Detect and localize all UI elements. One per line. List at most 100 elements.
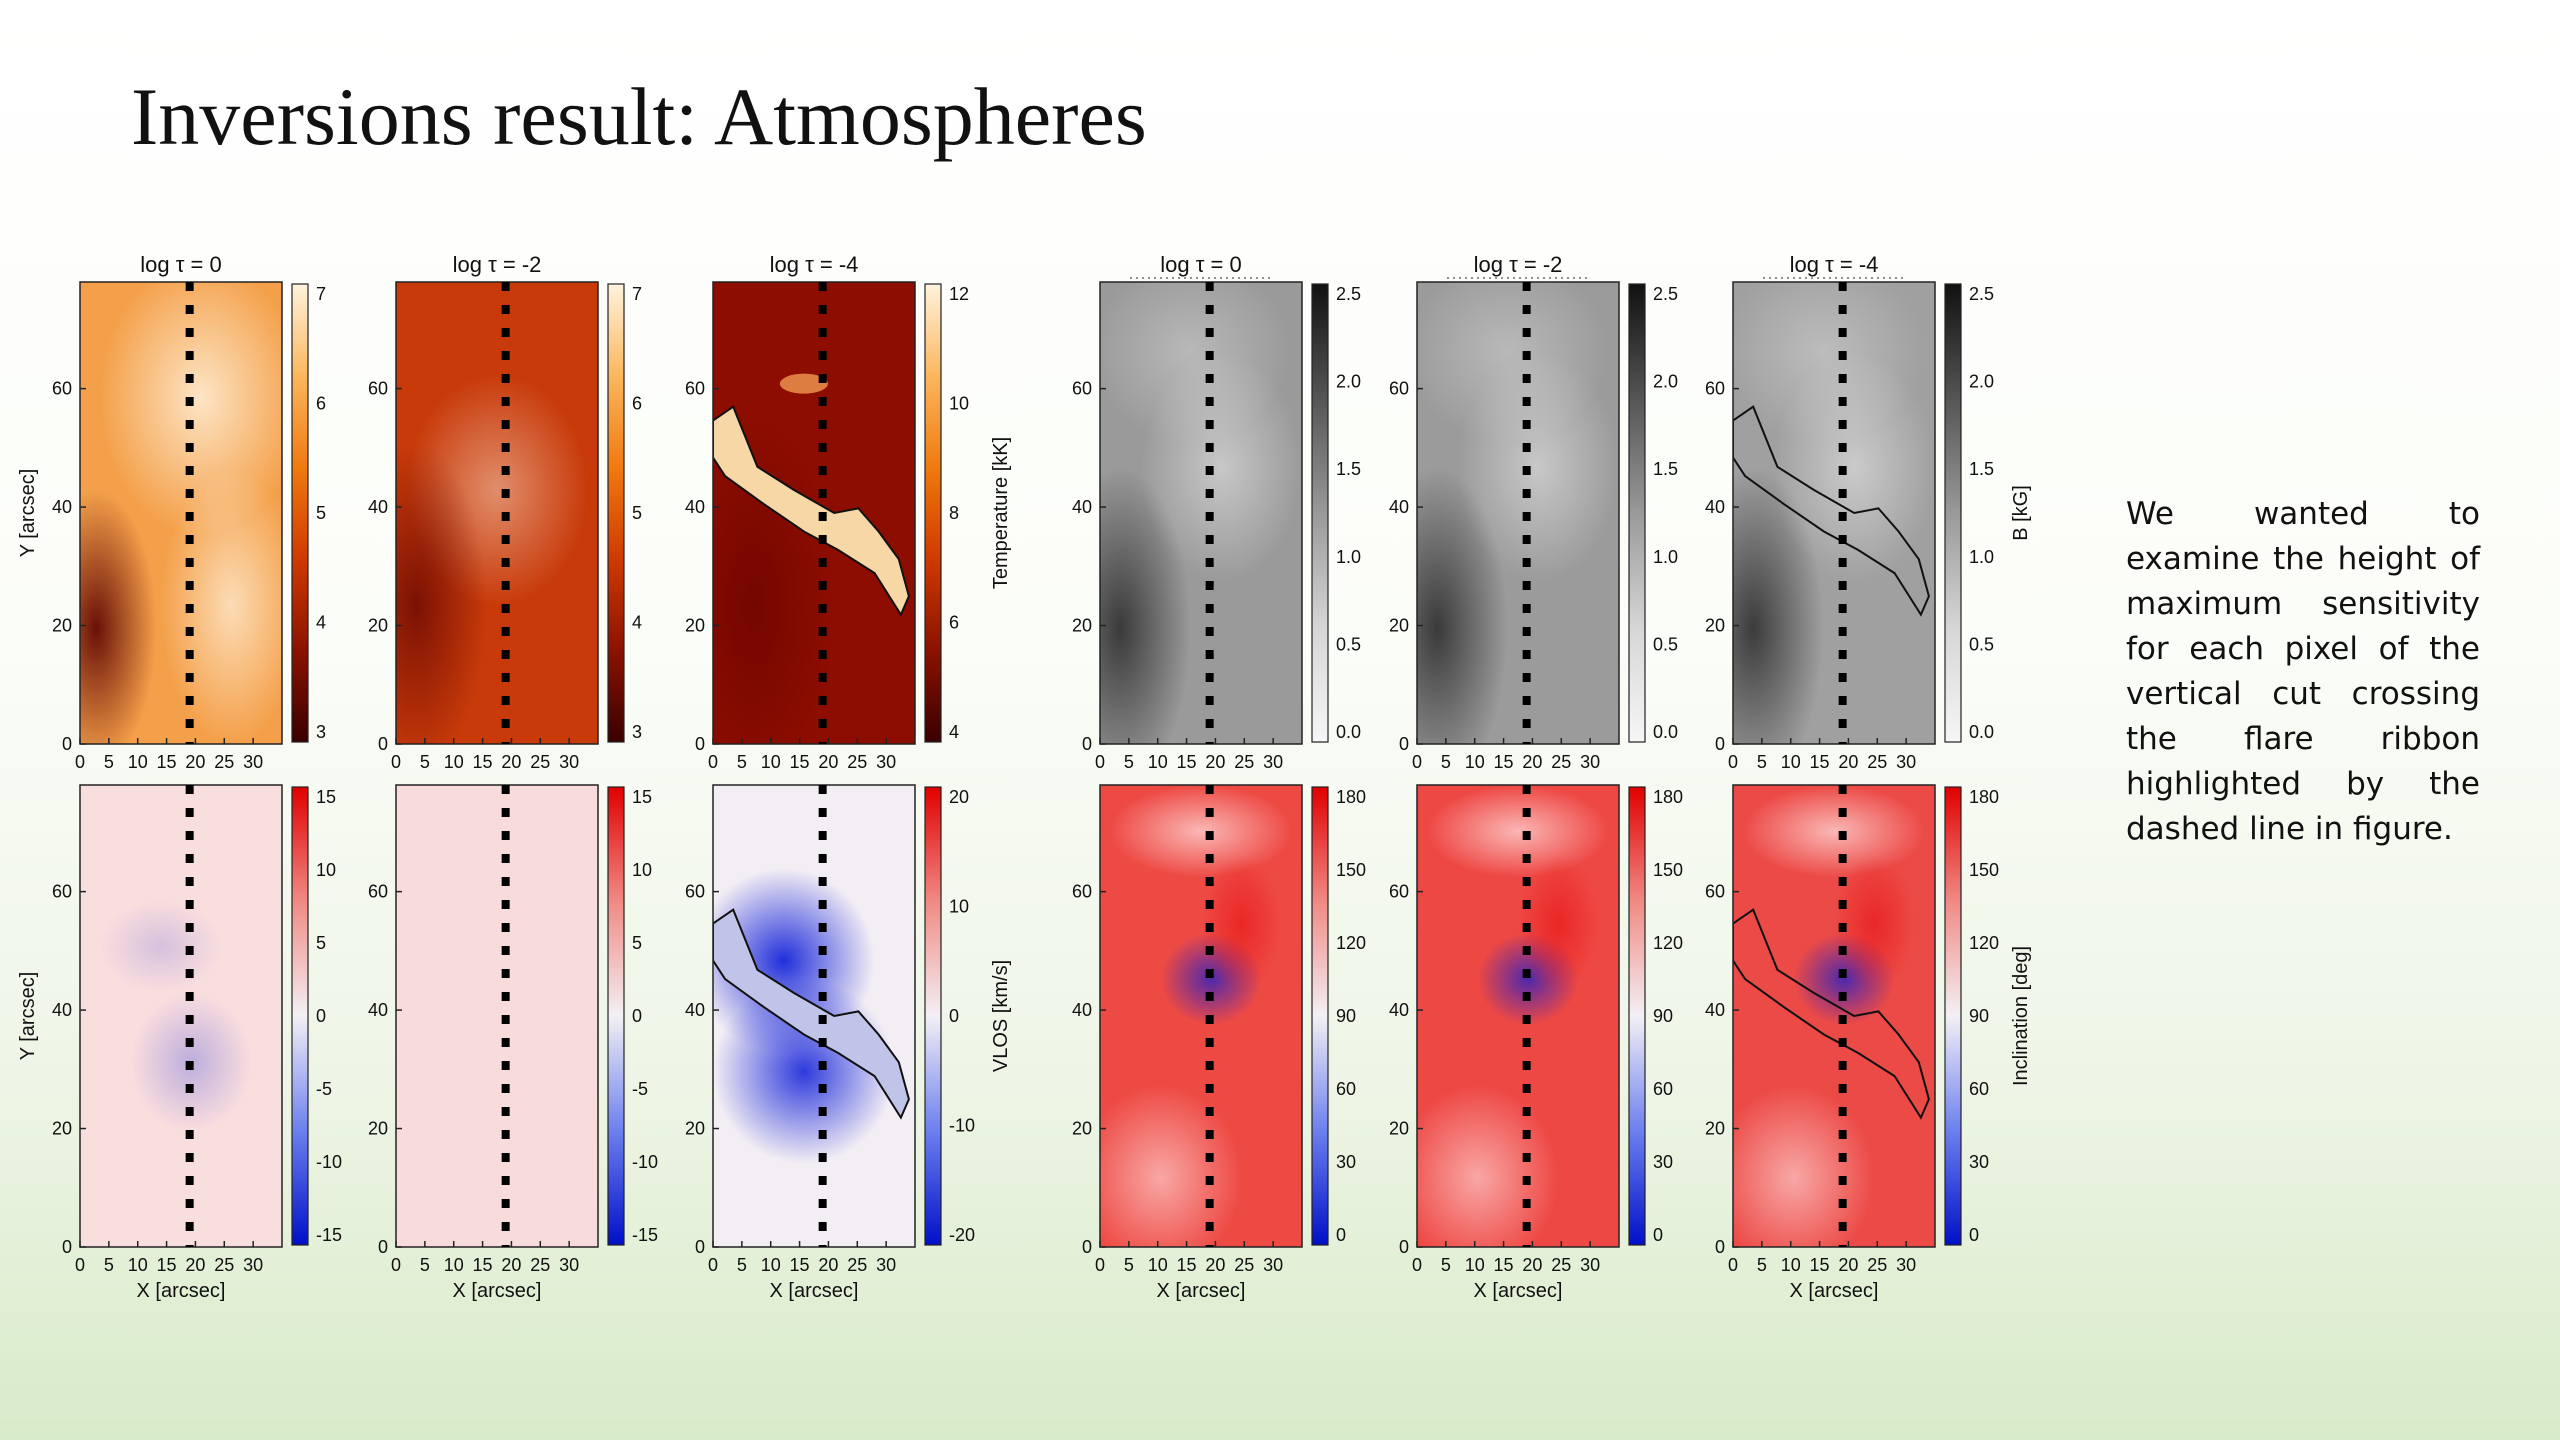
colorbar (924, 283, 942, 743)
colorbar-tick-label: 20 (949, 787, 969, 807)
colorbar (607, 283, 625, 743)
y-tick-label: 60 (1072, 882, 1092, 902)
column-title: log τ = -4 (770, 252, 859, 277)
x-tick-label: 5 (104, 1255, 114, 1275)
colorbar (1311, 786, 1329, 1246)
x-tick-label: 30 (1896, 752, 1916, 772)
y-tick-label: 40 (368, 1000, 388, 1020)
y-tick-label: 60 (368, 379, 388, 399)
x-tick-label: 25 (1234, 752, 1254, 772)
x-tick-label: 5 (420, 1255, 430, 1275)
y-tick-label: 60 (685, 379, 705, 399)
colorbar-tick-label: 5 (632, 503, 642, 523)
colorbar-tick-label: 1.0 (1969, 547, 1994, 567)
colorbar-label: Temperature [kK] (990, 437, 1012, 589)
x-tick-label: 20 (501, 752, 521, 772)
x-tick-label: 15 (790, 1255, 810, 1275)
x-axis-label: X [arcsec] (1474, 1280, 1563, 1302)
colorbar-tick-label: 0.5 (1336, 634, 1361, 654)
colorbar-label: VLOS [km/s] (990, 960, 1012, 1072)
x-tick-label: 15 (790, 752, 810, 772)
y-tick-label: 60 (685, 882, 705, 902)
y-tick-label: 60 (52, 379, 72, 399)
colorbar (291, 786, 309, 1246)
y-tick-label: 40 (685, 1000, 705, 1020)
colorbar-tick-label: 150 (1653, 860, 1683, 880)
x-tick-label: 5 (1757, 752, 1767, 772)
colorbar-tick-label: 10 (949, 394, 969, 414)
x-tick-label: 0 (1095, 752, 1105, 772)
column-title: log τ = -4 (1790, 252, 1879, 277)
x-tick-label: 30 (876, 752, 896, 772)
y-tick-label: 60 (1389, 882, 1409, 902)
y-tick-label: 0 (1082, 734, 1092, 754)
colorbar-tick-label: 1.0 (1336, 547, 1361, 567)
colorbar-tick-label: 15 (632, 787, 652, 807)
y-tick-label: 40 (1705, 1000, 1725, 1020)
y-tick-label: 20 (1389, 616, 1409, 636)
colorbar-tick-label: -10 (316, 1152, 342, 1172)
colorbar-tick-label: 3 (316, 722, 326, 742)
x-tick-label: 0 (1728, 1255, 1738, 1275)
x-tick-label: 15 (157, 1255, 177, 1275)
y-tick-label: 40 (52, 1000, 72, 1020)
colorbar-tick-label: 10 (632, 860, 652, 880)
colorbar-tick-label: 0 (1653, 1225, 1663, 1245)
colorbar-label: B [kG] (2010, 485, 2032, 541)
x-tick-label: 15 (157, 752, 177, 772)
x-tick-label: 25 (1867, 752, 1887, 772)
y-tick-label: 20 (1389, 1119, 1409, 1139)
y-tick-label: 40 (1072, 1000, 1092, 1020)
colorbar-tick-label: 5 (316, 503, 326, 523)
column-title: log τ = 0 (1160, 252, 1241, 277)
colorbar (1311, 283, 1329, 743)
colorbar-tick-label: 4 (632, 613, 642, 633)
x-tick-label: 0 (391, 752, 401, 772)
colorbar-tick-label: 90 (1336, 1006, 1356, 1026)
x-tick-label: 10 (444, 1255, 464, 1275)
y-tick-label: 0 (378, 1237, 388, 1257)
x-tick-label: 30 (1896, 1255, 1916, 1275)
x-tick-label: 20 (818, 1255, 838, 1275)
x-tick-label: 20 (1205, 752, 1225, 772)
x-tick-label: 5 (104, 752, 114, 772)
y-tick-label: 40 (685, 497, 705, 517)
x-tick-label: 0 (1412, 1255, 1422, 1275)
x-tick-label: 10 (1148, 1255, 1168, 1275)
x-tick-label: 20 (1205, 1255, 1225, 1275)
colorbar-tick-label: 1.5 (1969, 459, 1994, 479)
colorbar-tick-label: 6 (316, 394, 326, 414)
x-tick-label: 20 (1838, 752, 1858, 772)
colorbar-tick-label: 120 (1336, 933, 1366, 953)
colorbar (1944, 786, 1962, 1246)
x-tick-label: 10 (1781, 752, 1801, 772)
colorbar-tick-label: 180 (1969, 787, 1999, 807)
column-title: log τ = -2 (1474, 252, 1563, 277)
colorbar-tick-label: 60 (1653, 1079, 1673, 1099)
y-tick-label: 60 (368, 882, 388, 902)
colorbar-tick-label: 0 (1969, 1225, 1979, 1245)
colorbar-tick-label: 12 (949, 284, 969, 304)
y-tick-label: 20 (368, 616, 388, 636)
y-tick-label: 0 (1082, 1237, 1092, 1257)
x-tick-label: 0 (1728, 752, 1738, 772)
x-axis-label: X [arcsec] (137, 1280, 226, 1302)
x-tick-label: 25 (530, 1255, 550, 1275)
x-tick-label: 30 (559, 752, 579, 772)
slide-title: Inversions result: Atmospheres (131, 71, 1147, 162)
colorbar-tick-label: 2.5 (1336, 284, 1361, 304)
y-tick-label: 0 (378, 734, 388, 754)
y-tick-label: 40 (52, 497, 72, 517)
colorbar-tick-label: 1.0 (1653, 547, 1678, 567)
colorbar-tick-label: 0.0 (1969, 722, 1994, 742)
colorbar-tick-label: 2.5 (1969, 284, 1994, 304)
y-axis-label: Y [arcsec] (17, 469, 39, 558)
y-tick-label: 0 (695, 734, 705, 754)
